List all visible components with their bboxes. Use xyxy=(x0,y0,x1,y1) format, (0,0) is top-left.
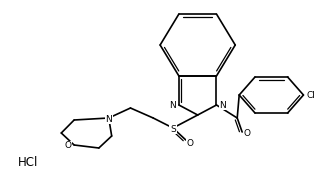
Text: N: N xyxy=(169,100,176,110)
Text: N: N xyxy=(219,100,226,110)
Text: O: O xyxy=(65,142,72,151)
Text: N: N xyxy=(105,115,112,124)
Text: O: O xyxy=(244,130,251,139)
Text: O: O xyxy=(186,139,193,149)
Text: HCl: HCl xyxy=(18,157,38,169)
Text: Cl: Cl xyxy=(307,90,316,100)
Text: S: S xyxy=(170,125,176,134)
